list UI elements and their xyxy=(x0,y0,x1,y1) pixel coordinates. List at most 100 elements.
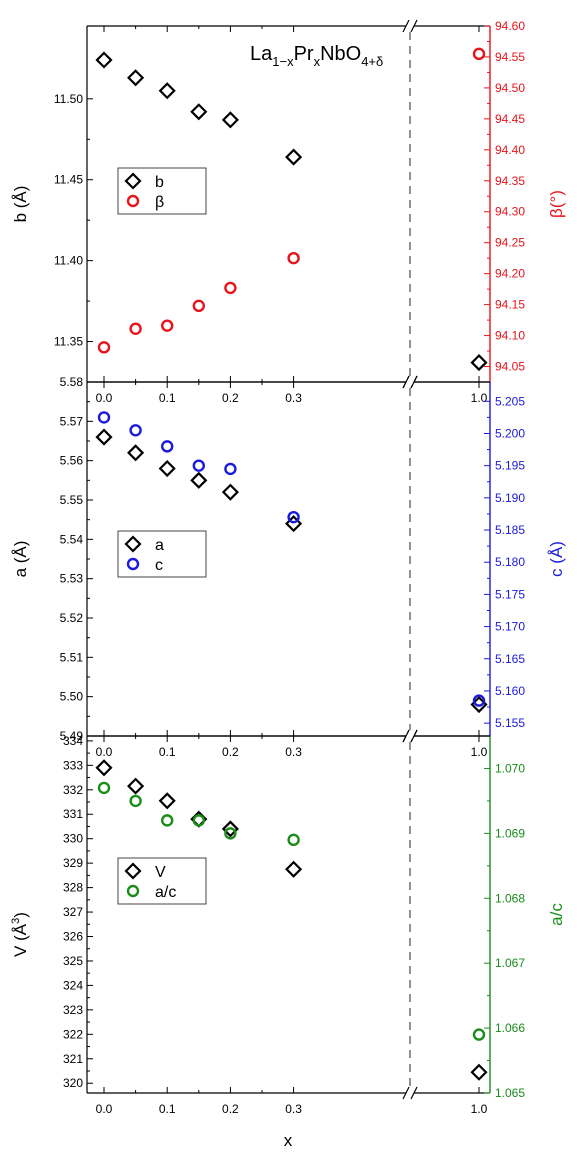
right-y-tick-label: 94.50 xyxy=(495,81,525,95)
legend-marker-circle xyxy=(126,557,140,571)
x-tick-label: 1.0 xyxy=(471,1102,488,1116)
data-point-circle xyxy=(224,281,237,295)
data-point-circle xyxy=(129,322,142,335)
data-point-circle xyxy=(97,781,111,795)
series-V xyxy=(95,759,488,1081)
legend-label: β xyxy=(155,194,164,211)
title-part-sub2: x xyxy=(314,54,321,69)
legend-marker-circle xyxy=(126,194,140,208)
right-y-tick-label: 94.05 xyxy=(495,360,525,374)
series-β xyxy=(97,47,486,354)
x-tick-label: 0.3 xyxy=(285,1102,302,1116)
right-y-tick-label: 1.067 xyxy=(495,956,525,970)
x-tick-label: 0.1 xyxy=(159,1102,176,1116)
data-point-diamond xyxy=(221,483,239,501)
data-point-diamond xyxy=(95,428,113,446)
left-y-tick-label: 5.55 xyxy=(60,493,84,507)
x-tick-label: 0.1 xyxy=(159,391,176,405)
legend-label: b xyxy=(155,174,164,191)
left-y-tick-label: 11.50 xyxy=(54,92,83,106)
axis-break-mark xyxy=(402,19,410,33)
title-part-sub1: 1−x xyxy=(272,54,294,69)
left-y-tick-label: 5.54 xyxy=(60,532,84,546)
x-axis-title: x xyxy=(284,1131,293,1150)
left-axis-title: b (Å) xyxy=(11,186,30,223)
data-point-circle xyxy=(160,319,174,332)
legend-marker-diamond xyxy=(124,535,142,553)
data-point-diamond xyxy=(127,777,145,795)
right-y-tick-label: 94.55 xyxy=(495,50,525,64)
left-axis-title-main: V xyxy=(11,945,30,957)
right-y-tick-label: 5.165 xyxy=(495,652,525,666)
left-axis-title-unit: Å xyxy=(11,923,30,935)
left-y-tick-label: 5.53 xyxy=(60,572,84,586)
x-tick-label: 1.0 xyxy=(471,745,488,759)
legend-label: V xyxy=(155,864,166,881)
axis-break-mark xyxy=(410,19,418,33)
left-y-tick-label: 5.52 xyxy=(60,611,84,625)
x-tick-label: 0.3 xyxy=(285,745,302,759)
right-y-tick-label: 5.180 xyxy=(495,555,525,569)
left-y-tick-label: 332 xyxy=(63,783,83,797)
left-y-tick-label: 5.58 xyxy=(60,375,84,389)
legend: Va/c xyxy=(117,857,207,905)
left-y-tick-label: 5.50 xyxy=(60,690,84,704)
data-point-diamond xyxy=(158,82,176,100)
right-axis-title: a/c xyxy=(547,903,566,926)
left-axis-title-paren: ( xyxy=(11,935,30,946)
data-point-diamond xyxy=(158,792,176,810)
data-point-circle xyxy=(472,47,486,61)
right-y-tick-label: 1.068 xyxy=(495,891,525,905)
data-point-circle xyxy=(287,251,300,265)
left-y-tick-label: 321 xyxy=(63,1052,83,1066)
data-point-diamond xyxy=(470,354,488,372)
left-axis-title-close: ) xyxy=(11,912,30,918)
panel-top: 11.35 11.40 11.45 11.50 94.05 94.10 94.15 94.20… xyxy=(11,19,566,389)
left-y-tick-label: 11.45 xyxy=(54,173,83,187)
left-y-tick-label: 331 xyxy=(63,807,83,821)
data-point-circle xyxy=(129,794,142,808)
data-point-diamond xyxy=(127,69,145,87)
right-y-tick-label: 1.069 xyxy=(495,826,525,840)
axis-break-mark xyxy=(410,1086,418,1100)
data-point-circle xyxy=(287,833,300,847)
right-axis-title: β(°) xyxy=(547,190,566,218)
axis-break-mark xyxy=(410,729,418,743)
left-y-tick-label: 323 xyxy=(63,1003,83,1017)
left-y-tick-label: 325 xyxy=(63,954,83,968)
axis-break-mark xyxy=(402,729,410,743)
data-point-circle xyxy=(224,827,237,840)
legend: bβ xyxy=(117,167,207,215)
left-y-tick-label: 5.49 xyxy=(60,729,84,743)
x-tick-label: 1.0 xyxy=(471,391,488,405)
data-point-circle xyxy=(129,424,142,437)
data-point-circle xyxy=(192,299,206,313)
left-y-tick-label: 334 xyxy=(63,734,83,748)
axis-break-gap xyxy=(406,733,414,739)
data-point-circle xyxy=(472,1028,486,1041)
x-tick-label: 0.0 xyxy=(96,1102,113,1116)
legend-marker-diamond xyxy=(124,862,142,880)
right-y-tick-label: 5.185 xyxy=(495,523,525,537)
data-point-diamond xyxy=(95,51,113,69)
right-y-tick-label: 94.40 xyxy=(495,143,525,157)
right-y-tick-label: 94.25 xyxy=(495,236,525,250)
right-y-tick-label: 5.205 xyxy=(495,394,525,408)
x-tick-label: 0.2 xyxy=(222,745,239,759)
left-y-tick-label: 320 xyxy=(63,1076,83,1090)
data-point-diamond xyxy=(95,759,113,777)
left-y-tick-label: 322 xyxy=(63,1027,83,1041)
legend-label: a xyxy=(155,537,164,554)
title-part-tail: NbO xyxy=(320,43,361,65)
x-tick-label: 0.0 xyxy=(96,391,113,405)
data-point-diamond xyxy=(285,148,303,166)
legend-label: c xyxy=(155,557,163,574)
axis-break-gap xyxy=(406,1090,414,1096)
series-a/c xyxy=(97,781,486,1041)
left-y-tick-label: 324 xyxy=(63,978,83,992)
right-y-tick-label: 1.066 xyxy=(495,1021,525,1035)
data-point-circle xyxy=(224,462,237,476)
data-point-circle xyxy=(160,440,174,453)
right-y-tick-label: 94.45 xyxy=(495,112,525,126)
right-y-tick-label: 5.190 xyxy=(495,491,525,505)
